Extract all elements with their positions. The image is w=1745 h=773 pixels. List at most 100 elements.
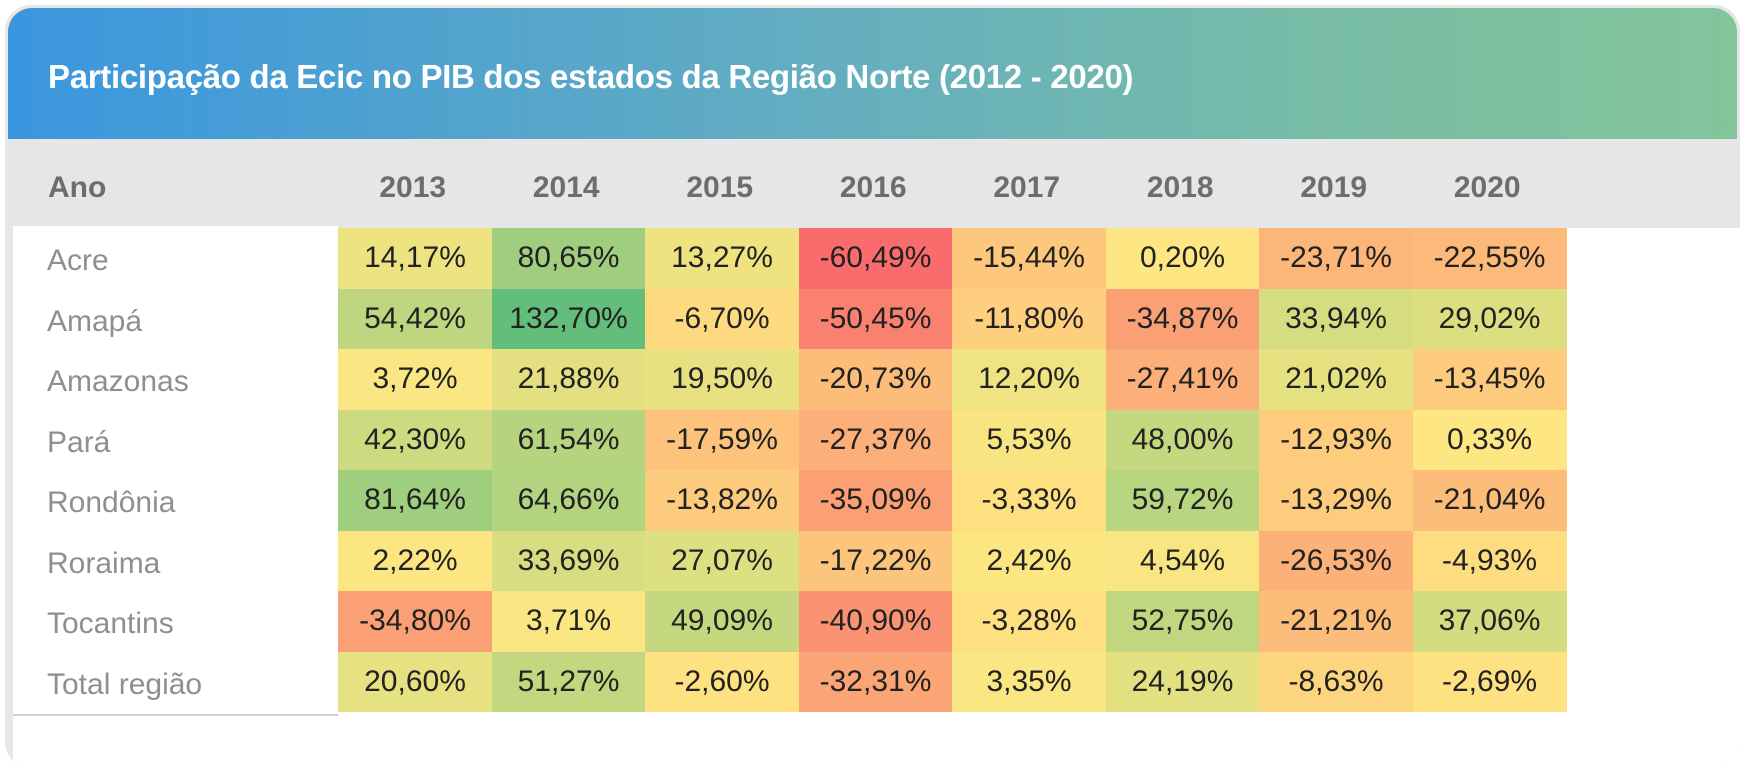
heatmap-cell: 42,30% <box>338 409 492 470</box>
table-row: Tocantins -34,80% 3,71% 49,09% -40,90% -3,28%… <box>13 589 1740 655</box>
heatmap-cell: -27,41% <box>1105 349 1260 410</box>
heatmap-cell: -3,33% <box>952 470 1106 531</box>
heatmap-cell: 52,75% <box>1105 591 1260 652</box>
title-bar: Participação da Ecic no PIB dos estados … <box>8 8 1737 139</box>
heatmap-cell: -13,29% <box>1259 470 1413 531</box>
row-label-text: Total região <box>47 667 203 701</box>
heatmap-cell: 3,35% <box>952 651 1106 712</box>
table-row: Amazonas 3,72% 21,88% 19,50% -20,73% 12,20% -2… <box>13 347 1740 413</box>
row-label-text: Tocantins <box>47 607 174 640</box>
heatmap-cell: 3,71% <box>491 591 646 652</box>
row-label: Tocantins <box>13 589 338 655</box>
row-label-text: Amapá <box>47 304 143 338</box>
heatmap-cell: -50,45% <box>798 288 953 349</box>
column-header-2014: 2014 <box>532 171 600 204</box>
heatmap-cell: -12,93% <box>1259 409 1413 470</box>
page-title: Participação da Ecic no PIB dos estados … <box>48 58 1134 95</box>
column-header-2015: 2015 <box>686 171 754 204</box>
heatmap-cell: 12,20% <box>952 349 1106 410</box>
table-row: Rondônia 81,64% 64,66% -13,82% -35,09% -3,33%… <box>13 468 1740 534</box>
heatmap-cell: -34,80% <box>338 591 492 652</box>
column-header-2019: 2019 <box>1300 171 1368 204</box>
heatmap-cell: 29,02% <box>1412 288 1567 349</box>
heatmap-cell: 33,69% <box>491 530 646 591</box>
heatmap-cell: 27,07% <box>645 530 799 591</box>
heatmap-cell: 21,88% <box>491 349 646 410</box>
heatmap-cell: 37,06% <box>1412 591 1567 652</box>
table-row: Amapá 54,42% 132,70% -6,70% -50,45% -11,80% -3… <box>13 286 1740 353</box>
heatmap-cell: 4,54% <box>1105 530 1260 591</box>
heatmap-cell: 2,42% <box>952 530 1106 591</box>
heatmap-cell: -8,63% <box>1259 651 1413 712</box>
heatmap-cell: 80,65% <box>491 228 646 289</box>
column-header-2013: 2013 <box>379 171 447 204</box>
row-label-text: Roraima <box>47 546 161 580</box>
heatmap-cell: 54,42% <box>338 288 492 349</box>
heatmap-cell: -40,90% <box>798 591 953 652</box>
table-row: Total região 20,60% 51,27% -2,60% -32,31% 3,3… <box>13 649 1740 716</box>
heatmap-cell: 2,22% <box>338 530 492 591</box>
heatmap-cell: -27,37% <box>798 409 953 470</box>
table-row: Acre 14,17% 80,65% 13,27% -60,49% -15,44% 0,20… <box>13 226 1740 292</box>
row-label-text: Pará <box>47 425 111 459</box>
heatmap-cell: -17,59% <box>645 409 799 470</box>
heatmap-cell: 51,27% <box>491 651 646 712</box>
heatmap-cell: -26,53% <box>1259 530 1413 591</box>
heatmap-cell: 64,66% <box>491 470 646 531</box>
table-body: Acre 14,17% 80,65% 13,27% -60,49% -15,44% 0,20… <box>13 226 1740 768</box>
heatmap-cell: -23,71% <box>1259 228 1413 289</box>
heatmap-cell: 0,20% <box>1105 228 1260 289</box>
heatmap-cell: 48,00% <box>1105 409 1260 470</box>
row-label: Acre <box>13 226 338 292</box>
heatmap-cell: -35,09% <box>798 470 953 531</box>
heatmap-cell: -13,82% <box>645 470 799 531</box>
heatmap-cell: -32,31% <box>798 651 953 712</box>
heatmap-cell: 81,64% <box>338 470 492 531</box>
heatmap-cell: 14,17% <box>338 228 492 289</box>
column-header-2020: 2020 <box>1453 171 1521 204</box>
heatmap-cell: 49,09% <box>645 591 799 652</box>
heatmap-cell: 59,72% <box>1105 470 1260 531</box>
column-header-2017: 2017 <box>993 171 1061 204</box>
row-label: Amazonas <box>13 347 338 413</box>
heatmap-cell: 20,60% <box>338 651 492 712</box>
heatmap-cell: 33,94% <box>1259 288 1413 349</box>
row-label: Roraima <box>13 528 338 595</box>
heatmap-cell: -15,44% <box>952 228 1106 289</box>
heatmap-cell: 3,72% <box>338 349 492 410</box>
heatmap-cell: -4,93% <box>1412 530 1567 591</box>
row-label: Total região <box>13 649 338 716</box>
heatmap-cell: -13,45% <box>1412 349 1567 410</box>
heatmap-cell: -60,49% <box>798 228 953 289</box>
column-header-2016: 2016 <box>839 171 907 204</box>
heatmap-cell: 61,54% <box>491 409 646 470</box>
heatmap-cell: -21,04% <box>1412 470 1567 531</box>
row-label-text: Amazonas <box>47 365 189 398</box>
heatmap-cell: -22,55% <box>1412 228 1567 289</box>
table-row: Pará 42,30% 61,54% -17,59% -27,37% 5,53% 48,00… <box>13 407 1740 474</box>
heatmap-cell: -20,73% <box>798 349 953 410</box>
heatmap-cell: 24,19% <box>1105 651 1260 712</box>
table-card: Participação da Ecic no PIB dos estados … <box>5 5 1740 768</box>
heatmap-cell: -2,60% <box>645 651 799 712</box>
heatmap-cell: -3,28% <box>952 591 1106 652</box>
row-label: Pará <box>13 407 338 474</box>
table-row: Roraima 2,22% 33,69% 27,07% -17,22% 2,42% 4,54… <box>13 528 1740 595</box>
heatmap-cell: 5,53% <box>952 409 1106 470</box>
heatmap-cell: -2,69% <box>1412 651 1567 712</box>
heatmap-cell: 19,50% <box>645 349 799 410</box>
heatmap-cell: -34,87% <box>1105 288 1260 349</box>
heatmap-cell: 21,02% <box>1259 349 1413 410</box>
row-label: Amapá <box>13 286 338 353</box>
heatmap-cell: 13,27% <box>645 228 799 289</box>
heatmap-cell: -21,21% <box>1259 591 1413 652</box>
heatmap-cell: -17,22% <box>798 530 953 591</box>
heatmap-cell: 0,33% <box>1412 409 1567 470</box>
row-header-label: Ano <box>48 171 107 204</box>
header-row: Ano 2013 2014 2015 2016 2017 2018 2019 2020 <box>8 139 1737 227</box>
row-label: Rondônia <box>13 468 338 534</box>
column-header-2018: 2018 <box>1146 171 1214 204</box>
row-label-text: Rondônia <box>47 486 176 519</box>
heatmap-cell: -6,70% <box>645 288 799 349</box>
row-label-text: Acre <box>47 244 109 277</box>
